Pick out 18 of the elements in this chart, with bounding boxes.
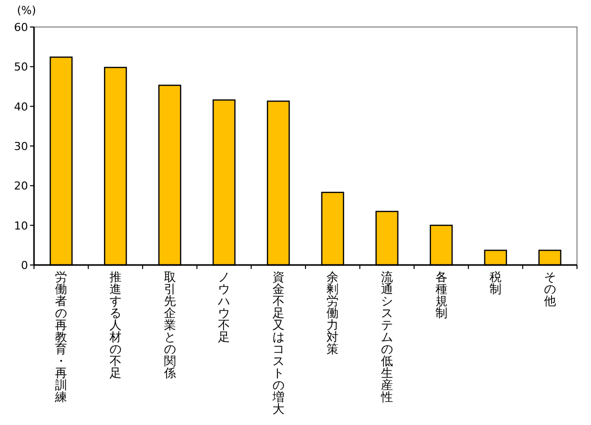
- category-label: 流通システムの低生産性: [380, 270, 393, 404]
- category-label: 各種規制: [435, 270, 448, 320]
- y-tick-label: 30: [14, 140, 28, 153]
- category-label: 余剰労働力対策: [326, 270, 339, 356]
- category-label: 労働者の再教育・再訓練: [55, 270, 68, 404]
- y-tick-label: 50: [14, 60, 28, 74]
- category-label: 資金不足又はコストの増大: [272, 270, 284, 416]
- y-tick-label: 10: [14, 219, 28, 232]
- category-label: 税制: [490, 270, 502, 296]
- y-tick-label: 0: [21, 259, 28, 272]
- y-tick-label: 60: [14, 21, 28, 34]
- y-tick-label: 20: [14, 180, 28, 193]
- category-label: ノウハウ不足: [218, 270, 230, 344]
- y-tick-label: 40: [14, 100, 28, 114]
- category-label: その他: [544, 270, 556, 308]
- category-label: 推進する人材の不足: [109, 270, 122, 380]
- y-axis-title: (%): [16, 4, 36, 17]
- category-label: 取引先企業との関係: [164, 270, 176, 380]
